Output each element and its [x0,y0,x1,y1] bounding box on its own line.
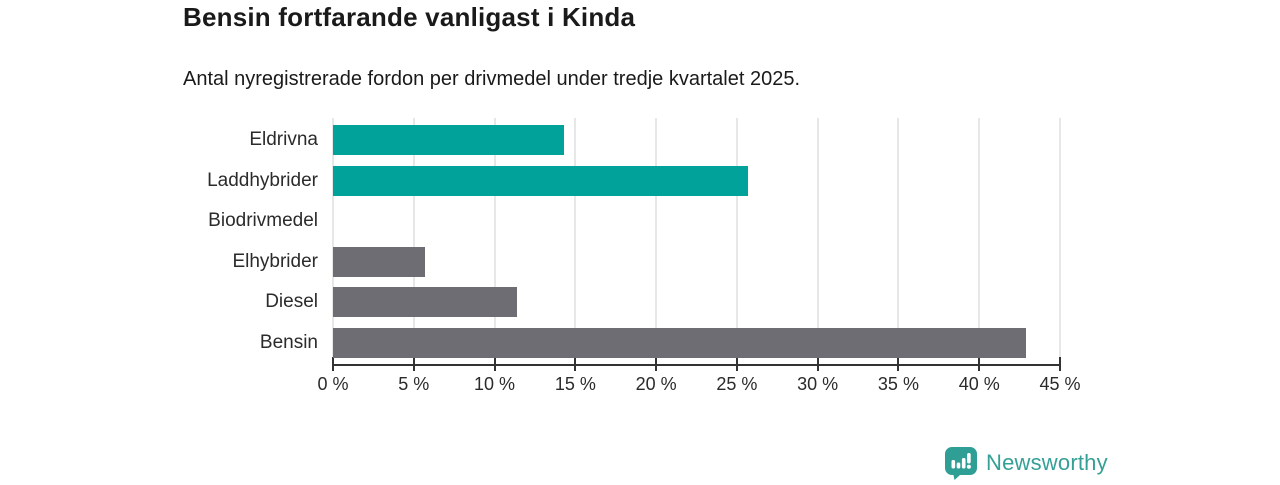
x-tick-label: 40 % [958,374,1000,394]
x-tick-label: 25 % [716,374,758,394]
x-axis-tick [816,357,819,371]
gridline [816,118,819,364]
x-tick-label: 20 % [635,374,677,394]
gridline [574,118,577,364]
category-label-diesel: Diesel [265,291,318,312]
gridline [655,118,658,364]
category-label-eldrivna: Eldrivna [249,129,318,150]
bar-diesel [333,287,518,317]
x-axis-tick [655,357,658,371]
x-axis-tick [897,357,900,371]
gridline [897,118,900,364]
x-axis-tick [574,357,577,371]
bar-elhybrider [333,246,426,277]
chart-title: Bensin fortfarande vanligast i Kinda [183,2,636,32]
gridline [978,118,981,364]
category-labels: Eldrivna Laddhybrider Biodrivmedel Elhybrid… [63,118,318,364]
x-axis-tick [1059,357,1061,371]
x-tick-label: 5 % [398,374,430,394]
x-tick-label: 15 % [554,374,596,394]
gridline [332,118,334,364]
x-tick-label: 45 % [1039,374,1081,394]
x-axis-tick [735,357,738,371]
x-tick-label: 10 % [474,374,516,394]
gridline [412,118,415,364]
category-label-bensin: Bensin [259,331,318,353]
x-tick-label: 30 % [797,374,839,394]
gridline [735,118,738,364]
category-label-laddhybrider: Laddhybrider [207,169,318,191]
newsworthy-logo-text: Newsworthy [986,450,1108,475]
x-axis-tick [978,357,981,371]
x-tick-label: 0 % [317,374,349,394]
gridline [493,118,496,364]
x-axis-tick [412,357,415,371]
x-axis-tick [493,357,496,371]
bar-eldrivna [333,125,565,155]
newsworthy-bar-chart-bubble-icon [944,446,978,480]
category-label-elhybrider: Elhybrider [232,250,318,272]
chart-subtitle: Antal nyregistrerade fordon per drivmede… [183,68,801,90]
bar-laddhybrider [333,165,749,196]
bar-bensin [333,327,1027,358]
bar-chart-plot-area: 0 % 5 % 10 % 15 % 20 % 25 % 30 % 35 % 40 % 45 % [317,118,1081,394]
x-tick-label: 35 % [877,374,919,394]
category-label-biodrivmedel: Biodrivmedel [208,210,318,231]
gridline [1059,118,1061,364]
newsworthy-logo[interactable]: Newsworthy [944,446,1108,480]
x-axis-tick [332,357,334,371]
